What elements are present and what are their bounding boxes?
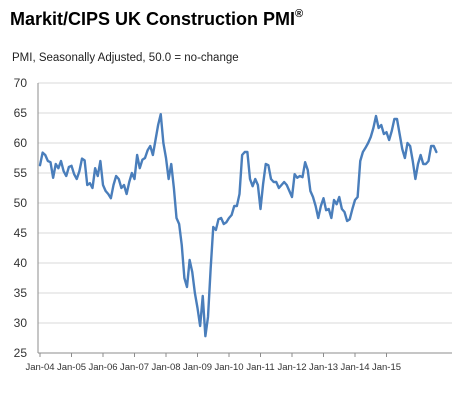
x-tick-label: Jan-14 bbox=[340, 362, 369, 373]
x-tick-label: Jan-11 bbox=[246, 362, 274, 373]
y-tick-label: 70 bbox=[14, 76, 28, 90]
x-tick-label: Jan-13 bbox=[309, 362, 338, 373]
gridlines bbox=[38, 82, 452, 324]
y-tick-label: 30 bbox=[14, 316, 28, 330]
y-tick-label: 25 bbox=[14, 346, 28, 360]
series-line-pmi bbox=[38, 112, 438, 338]
y-tick-label: 60 bbox=[14, 136, 28, 150]
series bbox=[38, 112, 438, 338]
y-tick-label: 45 bbox=[14, 226, 28, 240]
x-tick-label: Jan-15 bbox=[372, 362, 401, 373]
chart-subtitle: PMI, Seasonally Adjusted, 50.0 = no-chan… bbox=[12, 52, 239, 64]
x-tick-label: Jan-06 bbox=[88, 362, 117, 373]
axes bbox=[37, 83, 452, 357]
chart-title-text: Markit/CIPS UK Construction PMI bbox=[10, 9, 296, 29]
y-tick-label: 65 bbox=[14, 106, 28, 120]
y-tick-label: 35 bbox=[14, 286, 28, 300]
chart-title: Markit/CIPS UK Construction PMI® bbox=[10, 8, 303, 30]
y-tick-labels: 25 30 35 40 45 50 55 60 65 70 bbox=[14, 76, 28, 360]
y-tick-label: 40 bbox=[14, 256, 28, 270]
x-tick-labels: Jan-04 Jan-05 Jan-06 Jan-07 Jan-08 Jan-09 Jan-… bbox=[25, 362, 401, 373]
x-tick-label: Jan-10 bbox=[214, 362, 243, 373]
y-tick-label: 55 bbox=[14, 166, 28, 180]
registered-mark: ® bbox=[295, 8, 304, 20]
x-tick-label: Jan-09 bbox=[183, 362, 212, 373]
y-tick-label: 50 bbox=[14, 196, 28, 210]
x-tick-label: Jan-12 bbox=[277, 362, 306, 373]
x-tick-label: Jan-04 bbox=[25, 362, 54, 373]
x-tick-label: Jan-05 bbox=[57, 362, 86, 373]
x-tick-label: Jan-08 bbox=[151, 362, 180, 373]
x-tick-label: Jan-07 bbox=[120, 362, 149, 373]
